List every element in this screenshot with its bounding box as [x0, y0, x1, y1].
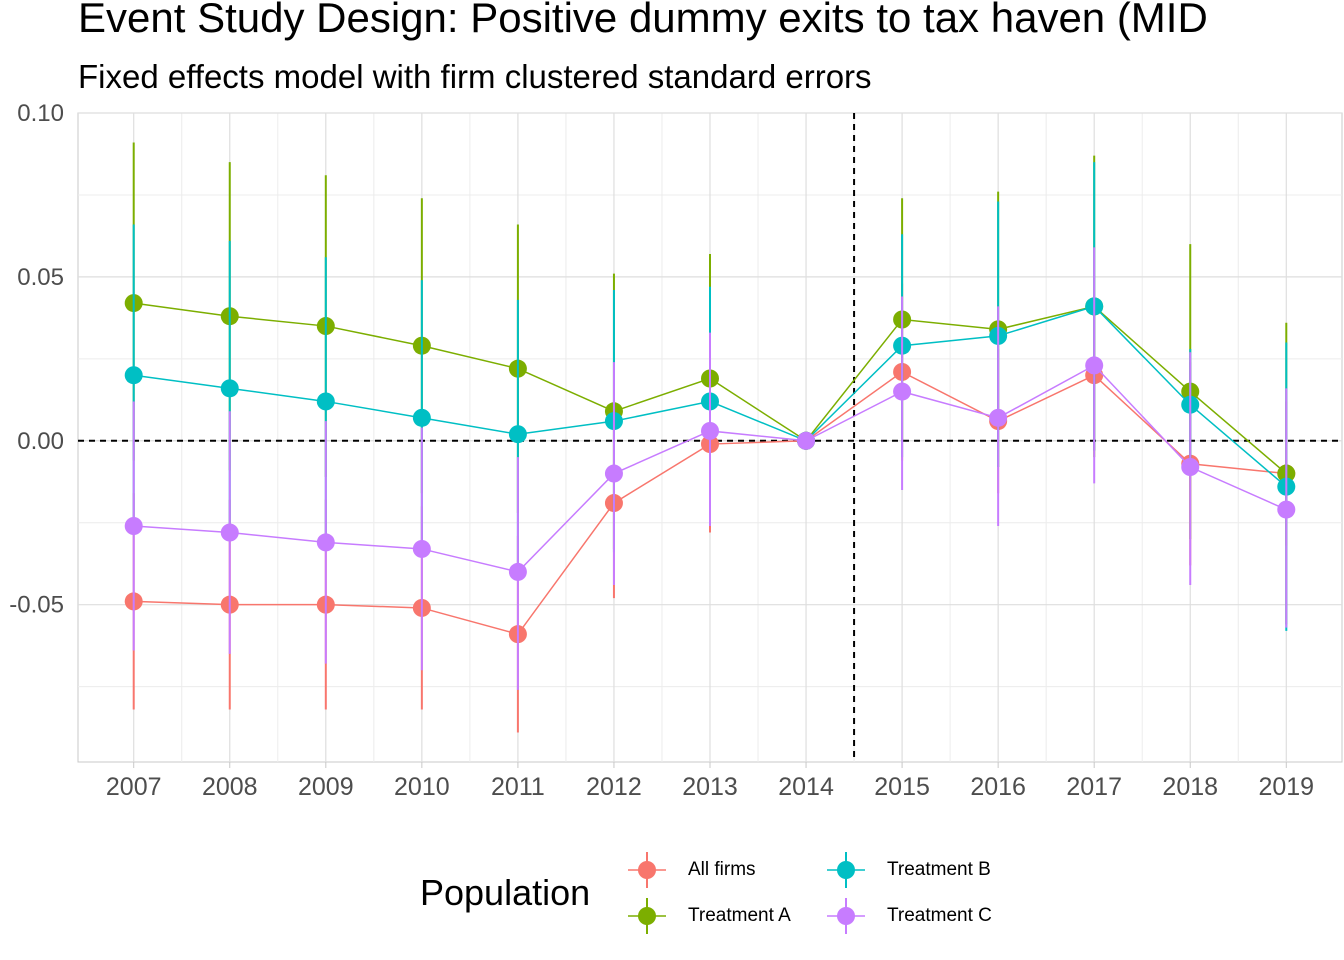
x-tick-label: 2013	[682, 773, 738, 801]
x-tick-label: 2010	[394, 773, 450, 801]
x-tick-label: 2011	[491, 773, 545, 801]
x-tick-label: 2015	[874, 773, 930, 801]
y-tick-label: 0.05	[17, 264, 64, 291]
legend-item-treatment-a: Treatment A	[626, 896, 791, 936]
legend-item-all-firms: All firms	[626, 850, 756, 890]
data-point	[1277, 500, 1296, 519]
x-tick-label: 2008	[202, 773, 258, 801]
legend-key-treatment-a	[628, 898, 666, 934]
y-tick-label: 0.00	[17, 428, 64, 455]
legend-item-treatment-c: Treatment C	[825, 896, 992, 936]
legend-label: All firms	[688, 859, 756, 880]
data-point	[604, 464, 623, 483]
legend-key-point	[837, 907, 855, 925]
chart-subtitle: Fixed effects model with firm clustered …	[78, 58, 872, 95]
data-point	[989, 408, 1008, 427]
legend-key-all-firms	[628, 852, 666, 888]
data-point	[893, 382, 912, 401]
legend-key-point	[638, 907, 656, 925]
x-tick-label: 2007	[106, 773, 162, 801]
legend-label: Treatment B	[887, 859, 991, 880]
x-tick-label: 2017	[1066, 773, 1122, 801]
x-tick-label: 2012	[586, 773, 642, 801]
data-point	[316, 533, 335, 552]
x-tick-label: 2018	[1162, 773, 1218, 801]
data-point	[797, 431, 816, 450]
x-tick-label: 2019	[1258, 773, 1314, 801]
legend-key-treatment-c	[827, 898, 865, 934]
x-tick-label: 2009	[298, 773, 354, 801]
data-point	[220, 523, 239, 542]
legend-label: Treatment C	[887, 905, 992, 926]
series-treatment-c	[124, 247, 1296, 690]
x-tick-label: 2016	[970, 773, 1026, 801]
data-point	[1085, 356, 1104, 375]
legend-title: Population	[420, 872, 591, 913]
data-point	[124, 517, 143, 535]
legend-key-treatment-b	[827, 852, 865, 888]
data-point	[508, 425, 527, 444]
y-tick-label: 0.10	[17, 100, 64, 127]
data-point	[124, 366, 143, 385]
event-study-chart: 0.10 0.05 0.00 -0.05 2007 2008 2009 2010 2011 201…	[9, 100, 1343, 801]
legend-key-point	[837, 861, 855, 879]
data-point	[412, 539, 431, 558]
x-tick-label: 2014	[778, 773, 834, 801]
data-point	[412, 408, 431, 427]
data-point	[1181, 458, 1200, 476]
data-point	[316, 392, 335, 411]
legend-label: Treatment A	[688, 905, 791, 926]
data-point	[220, 379, 239, 398]
data-point	[701, 421, 719, 440]
legend-key-point	[638, 861, 656, 879]
data-point	[508, 562, 527, 581]
legend-item-treatment-b: Treatment B	[825, 850, 991, 890]
y-tick-label: -0.05	[9, 592, 64, 619]
chart-title: Event Study Design: Positive dummy exits…	[78, 0, 1208, 41]
